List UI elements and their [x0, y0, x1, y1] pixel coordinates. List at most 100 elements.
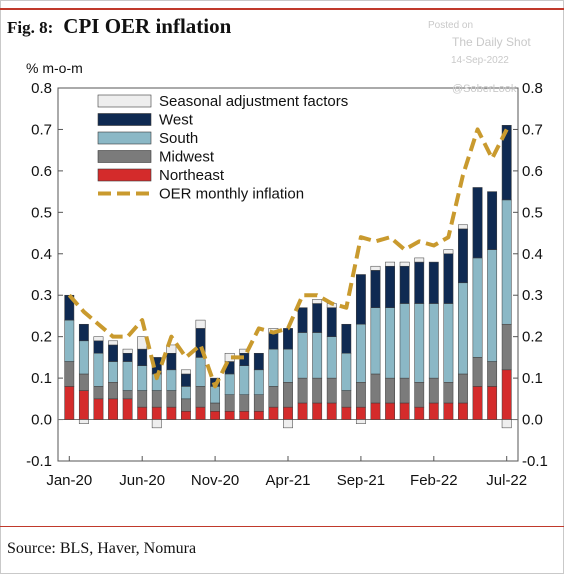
y-tick-label-right: 0.8: [522, 80, 543, 97]
bar-midwest-8: [181, 398, 191, 412]
bar-northeast-21: [370, 402, 381, 420]
legend-swatch-seasonal-adjustment-factors: [97, 94, 152, 108]
legend-swatch-northeast: [97, 168, 152, 182]
figure-name: CPI OER inflation: [63, 14, 232, 38]
bar-midwest-0: [64, 361, 75, 387]
x-tick-label: Apr-21: [265, 472, 310, 489]
bar-northeast-30: [501, 369, 512, 420]
legend-label-south: South: [159, 130, 198, 147]
watermark-handle: @SoberLook: [452, 83, 517, 95]
bar-west-21: [370, 270, 381, 308]
bar-midwest-2: [93, 386, 104, 400]
bar-northeast-10: [210, 411, 221, 420]
y-tick-label-left: 0.1: [31, 370, 52, 387]
legend-swatch-west: [97, 113, 152, 126]
bar-seasonal-adjustment-factors-20: [355, 419, 366, 424]
y-tick-label-right: 0.5: [522, 204, 543, 221]
bar-midwest-17: [312, 377, 323, 404]
bar-south-0: [64, 319, 75, 362]
bar-midwest-9: [195, 386, 206, 408]
bar-northeast-23: [399, 402, 410, 420]
watermark-site: The Daily Shot: [452, 35, 531, 49]
y-tick-label-left: 0.8: [31, 80, 52, 97]
bar-seasonal-adjustment-factors-21: [370, 265, 381, 271]
bar-south-22: [385, 307, 395, 379]
y-tick-label-left: 0.6: [31, 163, 52, 180]
y-tick-label-left: 0.0: [31, 412, 52, 429]
figure-number: Fig. 8:: [7, 18, 54, 37]
bar-south-24: [414, 303, 425, 383]
bar-northeast-0: [64, 386, 75, 420]
bar-northeast-20: [355, 406, 366, 420]
y-tick-label-left: 0.5: [31, 204, 52, 221]
y-tick-label-right: 0.1: [522, 370, 543, 387]
bar-northeast-13: [253, 411, 264, 420]
y-tick-label-right: 0.7: [522, 121, 543, 138]
bar-west-14: [268, 332, 279, 350]
bar-south-5: [137, 365, 148, 391]
bar-northeast-12: [239, 411, 250, 420]
bar-south-11: [224, 373, 235, 395]
figure-title: Fig. 8: CPI OER inflation: [7, 14, 231, 39]
bar-west-28: [472, 187, 483, 259]
bar-south-13: [253, 369, 264, 395]
x-tick-label: Feb-22: [410, 472, 458, 489]
y-tick-label-right: -0.1: [522, 453, 548, 470]
bar-northeast-11: [224, 411, 235, 420]
bar-northeast-18: [326, 402, 337, 420]
bar-seasonal-adjustment-factors-27: [458, 224, 468, 230]
bar-south-15: [283, 348, 293, 383]
bar-west-2: [93, 340, 104, 354]
bar-midwest-26: [443, 382, 454, 404]
oer-monthly-inflation-line: [67, 127, 509, 389]
bar-west-4: [122, 352, 133, 362]
bar-south-14: [268, 348, 279, 387]
bar-midwest-22: [385, 377, 395, 404]
bar-west-29: [487, 191, 498, 250]
legend-label-seasonal-adjustment-factors: Seasonal adjustment factors: [159, 93, 348, 110]
bar-seasonal-adjustment-factors-1: [78, 419, 89, 424]
bar-west-27: [458, 228, 468, 284]
bar-south-21: [370, 307, 381, 375]
bar-south-29: [487, 249, 498, 362]
bar-seasonal-adjustment-factors-6: [151, 419, 162, 429]
bar-west-0: [64, 294, 75, 321]
bar-west-18: [326, 307, 337, 337]
bar-south-28: [472, 257, 483, 358]
bar-midwest-7: [166, 390, 177, 408]
legend-label-west: West: [159, 112, 194, 129]
bar-midwest-13: [253, 394, 264, 412]
bar-seasonal-adjustment-factors-8: [181, 369, 191, 375]
x-tick-label: Sep-21: [337, 472, 385, 489]
bar-south-1: [78, 340, 89, 375]
bar-northeast-9: [195, 406, 206, 420]
bar-south-7: [166, 369, 177, 391]
bar-west-5: [137, 348, 148, 366]
y-tick-label-left: -0.1: [26, 453, 52, 470]
bar-seasonal-adjustment-factors-2: [93, 336, 104, 342]
source-note: Source: BLS, Haver, Nomura: [7, 540, 197, 557]
bar-northeast-7: [166, 406, 177, 420]
bar-west-15: [283, 328, 293, 350]
bar-midwest-10: [210, 402, 221, 412]
bar-south-26: [443, 303, 454, 383]
bar-midwest-11: [224, 394, 235, 412]
bar-midwest-28: [472, 357, 483, 387]
bar-northeast-25: [428, 402, 439, 420]
bar-seasonal-adjustment-factors-7: [166, 344, 177, 354]
bar-south-19: [341, 352, 352, 391]
bar-west-20: [355, 274, 366, 325]
bar-west-8: [181, 373, 191, 387]
x-tick-label: Jul-22: [486, 472, 527, 489]
x-tick-label: Jun-20: [119, 472, 165, 489]
bar-midwest-29: [487, 361, 498, 387]
legend-label-northeast: Northeast: [159, 167, 225, 184]
bar-south-17: [312, 332, 323, 379]
bar-midwest-16: [297, 377, 308, 404]
bar-seasonal-adjustment-factors-24: [414, 257, 425, 263]
bar-seasonal-adjustment-factors-15: [283, 419, 293, 429]
bar-seasonal-adjustment-factors-22: [385, 261, 395, 267]
watermark-posted: Posted on: [428, 20, 474, 31]
bar-south-27: [458, 282, 468, 375]
bar-west-22: [385, 265, 395, 308]
